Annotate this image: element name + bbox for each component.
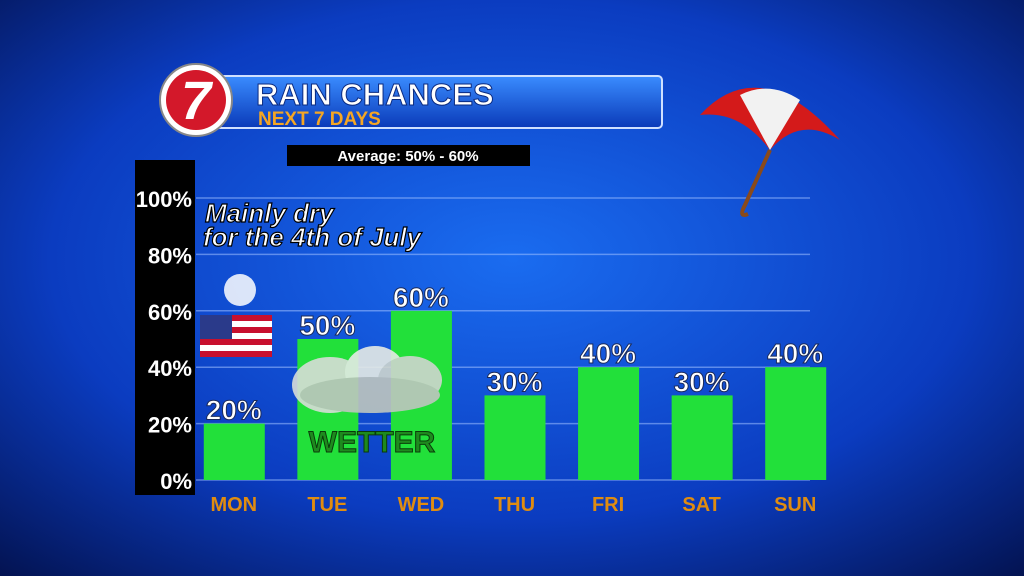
axis-panel [135, 160, 195, 495]
chart-title: RAIN CHANCES [256, 77, 494, 112]
logo: 7 [181, 71, 214, 131]
logo-disc [166, 70, 226, 130]
annotation: for the 4th of July [203, 222, 423, 252]
y-tick-label: 60% [148, 300, 192, 325]
x-tick-label: TUE [307, 494, 347, 516]
value-label: 50% [299, 310, 355, 341]
value-label: 20% [206, 395, 262, 426]
bar [484, 395, 546, 480]
bar [203, 423, 265, 480]
value-label: 40% [580, 338, 636, 369]
wetter-note: WETTER [309, 426, 436, 459]
y-tick-label: 100% [136, 187, 192, 212]
y-tick-label: 80% [148, 243, 192, 268]
y-tick-label: 20% [148, 413, 192, 438]
y-tick-label: 40% [148, 356, 192, 381]
y-tick-label: 0% [160, 469, 192, 494]
bar [765, 367, 827, 480]
chart-subtitle: NEXT 7 DAYS [258, 109, 381, 130]
average-note: Average: 50% - 60% [337, 148, 478, 165]
value-label: 30% [486, 366, 542, 397]
bar [578, 367, 640, 480]
x-tick-label: WED [398, 494, 445, 516]
annotation: Mainly dry [205, 198, 335, 228]
x-tick-label: MON [210, 494, 257, 516]
x-tick-label: FRI [592, 494, 624, 516]
flag-icon [200, 274, 272, 357]
value-label: 60% [393, 282, 449, 313]
value-label: 30% [674, 366, 730, 397]
bar [671, 395, 733, 480]
value-label: 40% [767, 338, 823, 369]
x-tick-label: THU [494, 494, 535, 516]
x-tick-label: SUN [774, 494, 816, 516]
average-box [287, 145, 530, 166]
cloud-icon [292, 346, 442, 413]
umbrella-icon [700, 87, 840, 217]
x-tick-label: SAT [682, 494, 721, 516]
